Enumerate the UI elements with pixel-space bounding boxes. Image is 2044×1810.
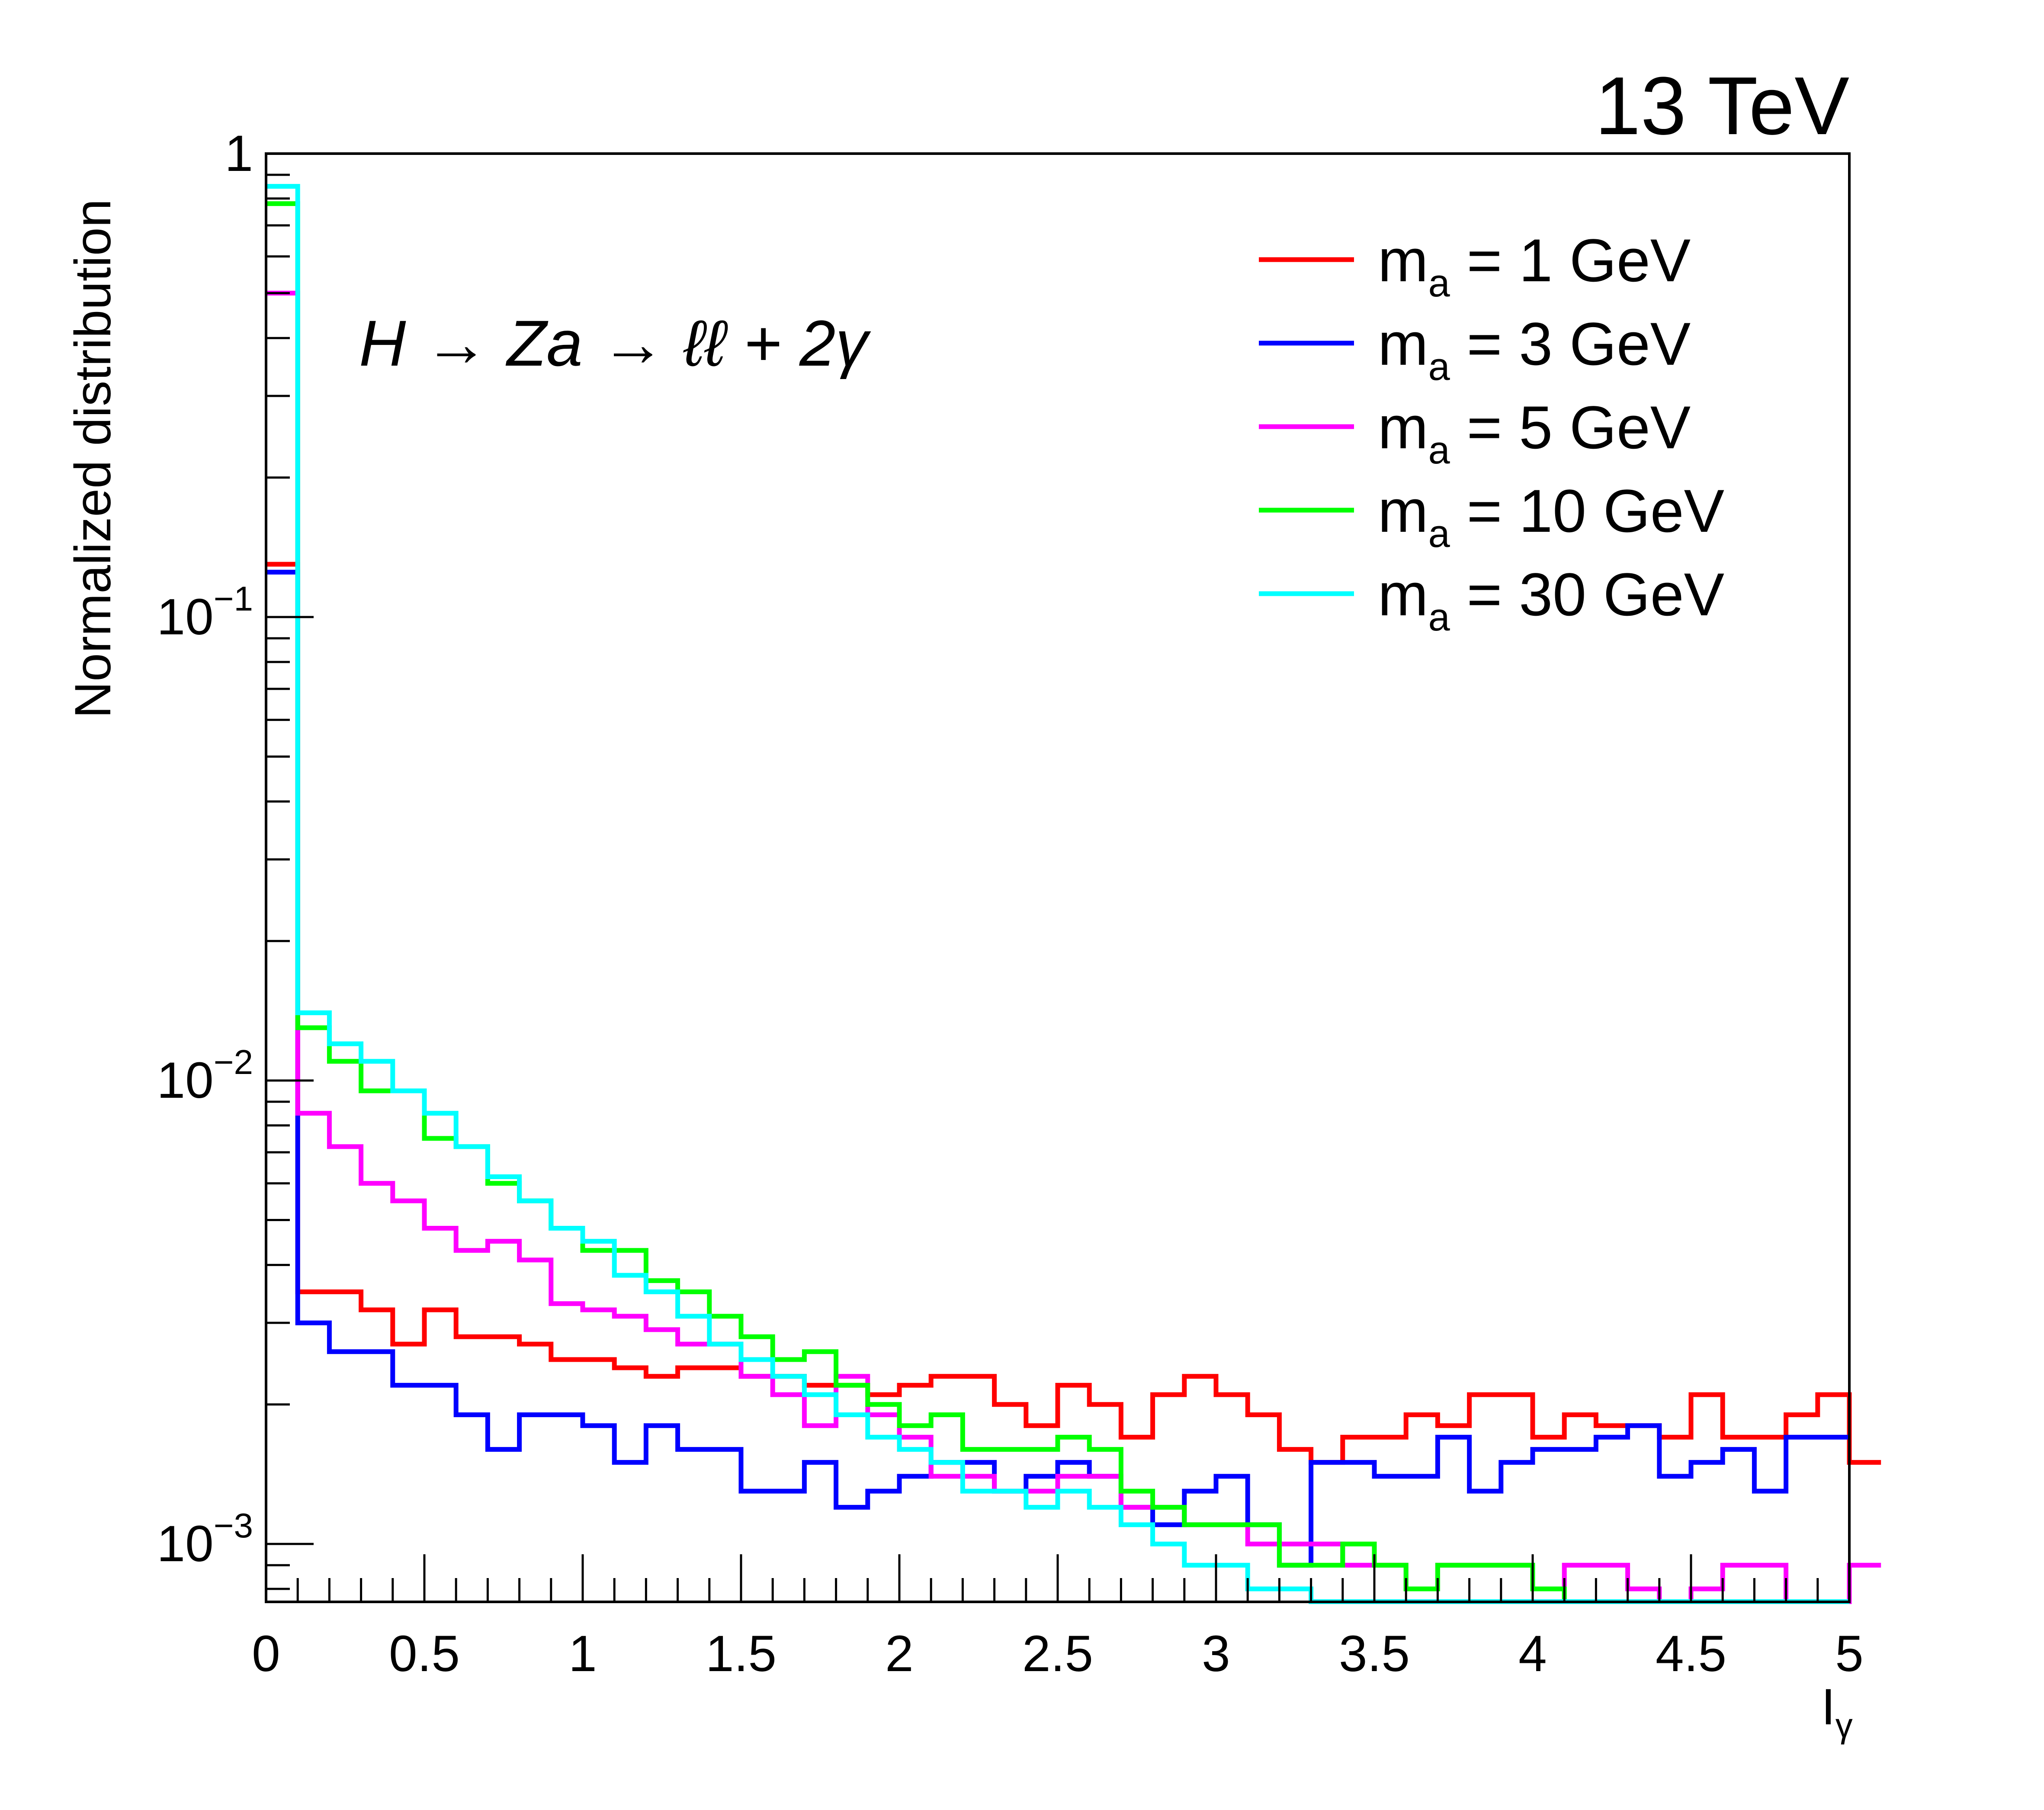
legend-label-rest: = 3 GeV (1450, 310, 1691, 378)
legend-label-4: ma = 30 GeV (1378, 560, 1724, 639)
legend-label-rest: = 30 GeV (1450, 560, 1724, 628)
legend-label-2: ma = 5 GeV (1378, 393, 1691, 472)
x-tick-label: 1 (568, 1625, 597, 1682)
legend-label-rest: = 1 GeV (1450, 226, 1691, 294)
x-axis-label-main: I (1821, 1678, 1835, 1736)
legend-label-main: m (1378, 310, 1428, 378)
x-tick-label: 5 (1835, 1625, 1864, 1682)
legend-label-sub: a (1428, 596, 1450, 639)
y-tick-base: 10 (157, 1052, 214, 1109)
x-tick-label: 3 (1202, 1625, 1230, 1682)
y-tick-exponent: −3 (214, 1506, 253, 1545)
series-line-2 (266, 290, 1881, 1604)
process-annotation: H → Za → ℓℓ + 2γ (359, 307, 871, 379)
legend-label-main: m (1378, 393, 1428, 461)
x-tick-label: 1.5 (706, 1625, 777, 1682)
legend-label-rest: = 5 GeV (1450, 393, 1691, 461)
legend-label-main: m (1378, 477, 1428, 545)
x-tick-label: 0 (252, 1625, 280, 1682)
legend-label-sub: a (1428, 429, 1450, 472)
legend-label-sub: a (1428, 262, 1450, 305)
series-line-3 (266, 201, 1849, 1604)
legend-label-main: m (1378, 560, 1428, 628)
y-tick-exponent: −2 (214, 1043, 253, 1081)
x-axis-label-sub: γ (1835, 1706, 1853, 1745)
legend-label-main: m (1378, 226, 1428, 294)
legend-label-0: ma = 1 GeV (1378, 226, 1691, 305)
y-tick-label: 1 (225, 125, 253, 182)
x-tick-label: 4 (1518, 1625, 1547, 1682)
series-line-1 (266, 569, 1849, 1568)
y-tick-base: 1 (225, 125, 253, 182)
legend-label-1: ma = 3 GeV (1378, 310, 1691, 389)
series-line-0 (266, 562, 1881, 1465)
x-tick-label: 2.5 (1022, 1625, 1093, 1682)
y-tick-label: 10−1 (157, 579, 253, 646)
x-tick-label: 2 (885, 1625, 914, 1682)
series-layer (266, 184, 1881, 1604)
y-tick-exponent: −1 (214, 579, 253, 618)
x-axis-label: Iγ (1821, 1678, 1853, 1745)
x-tick-label: 4.5 (1656, 1625, 1726, 1682)
y-tick-base: 10 (157, 588, 214, 646)
x-tick-label: 3.5 (1339, 1625, 1410, 1682)
label-layer: 0 0.5 1 1.5 2 2.5 3 3.5 4 4.5 510−310−210−11 (157, 125, 1864, 1682)
legend-label-sub: a (1428, 345, 1450, 389)
y-tick-label: 10−3 (157, 1506, 253, 1572)
chart-title: 13 TeV (1595, 60, 1849, 152)
y-tick-label: 10−2 (157, 1043, 253, 1109)
y-axis-label: Normalized distribution (64, 199, 122, 718)
legend-label-3: ma = 10 GeV (1378, 477, 1724, 556)
legend-label-rest: = 10 GeV (1450, 477, 1724, 545)
legend-label-sub: a (1428, 512, 1450, 556)
y-tick-base: 10 (157, 1515, 214, 1572)
x-tick-label: 0.5 (389, 1625, 460, 1682)
tick-layer (265, 152, 1851, 1602)
